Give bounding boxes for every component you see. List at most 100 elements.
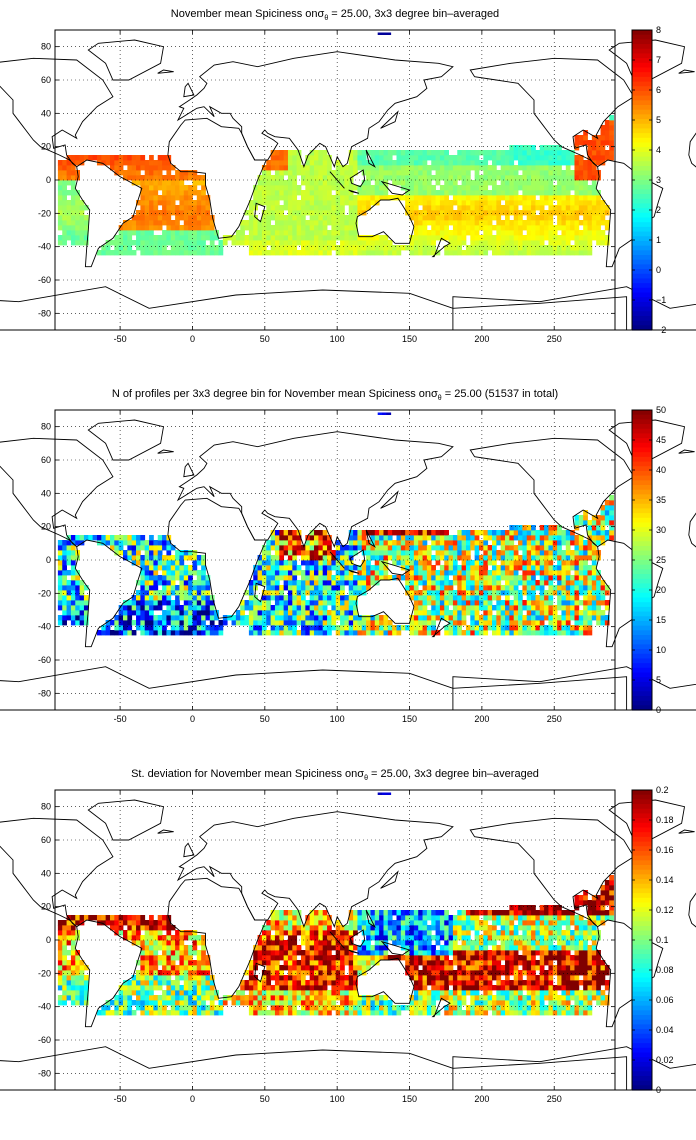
data-cell [344, 240, 350, 246]
data-cell [353, 210, 358, 216]
data-cell [565, 195, 571, 201]
data-cell [478, 540, 484, 546]
data-cell [140, 965, 146, 971]
data-cell [166, 545, 172, 551]
data-cell [153, 925, 159, 931]
data-cell [300, 615, 306, 621]
data-cell [127, 1010, 133, 1016]
data-cell [461, 630, 467, 636]
data-cell [492, 620, 497, 626]
data-cell [274, 180, 280, 186]
data-cell [353, 625, 358, 631]
data-cell [470, 595, 476, 601]
data-cell [500, 625, 506, 631]
data-cell [144, 935, 150, 941]
colorbar-swatch [632, 531, 652, 538]
data-cell [522, 170, 528, 176]
data-cell [57, 545, 63, 551]
data-cell [175, 965, 180, 971]
data-cell [140, 240, 146, 246]
data-cell [461, 605, 467, 611]
data-cell [266, 575, 272, 581]
data-cell [279, 545, 285, 551]
data-cell [383, 190, 389, 196]
data-cell [561, 195, 567, 201]
data-cell [162, 935, 167, 941]
data-cell [318, 150, 324, 156]
data-cell [561, 570, 567, 576]
data-cell [314, 230, 319, 236]
data-cell [574, 580, 580, 586]
data-cell [140, 620, 146, 626]
colorbar-swatch [632, 208, 652, 214]
data-cell [201, 610, 206, 616]
data-cell [287, 175, 293, 181]
data-cell [405, 540, 410, 546]
data-cell [483, 215, 489, 221]
data-cell [366, 235, 371, 241]
data-cell [114, 930, 120, 936]
data-cell [518, 530, 523, 536]
data-cell [587, 250, 593, 256]
data-cell [478, 615, 484, 621]
data-cell [609, 525, 614, 531]
data-cell [452, 190, 458, 196]
data-cell [500, 195, 506, 201]
data-cell [196, 1010, 202, 1016]
data-cell [535, 605, 541, 611]
data-cell [496, 565, 502, 571]
data-cell [196, 935, 202, 941]
data-cell [201, 590, 206, 596]
data-cell [439, 195, 445, 201]
data-cell [518, 165, 523, 171]
data-cell [83, 220, 89, 226]
data-cell [188, 975, 193, 981]
data-cell [509, 180, 515, 186]
colorbar-swatch [632, 466, 652, 472]
data-cell [196, 970, 202, 976]
data-cell [188, 215, 193, 221]
data-cell [461, 160, 467, 166]
data-cell [183, 240, 189, 246]
data-cell [596, 240, 601, 246]
data-cell [483, 225, 489, 231]
colorbar-tick-label: 35 [656, 495, 666, 505]
data-cell [439, 230, 445, 236]
data-cell [431, 165, 436, 171]
data-cell [518, 620, 523, 626]
data-cell [70, 620, 76, 626]
data-cell [439, 200, 445, 206]
data-cell [591, 605, 597, 611]
data-cell [114, 250, 120, 256]
data-cell [552, 230, 558, 236]
data-cell [448, 200, 454, 206]
data-cell [144, 225, 150, 231]
data-cell [539, 165, 545, 171]
data-cell [66, 210, 72, 216]
data-cell [522, 555, 528, 561]
data-cell [287, 155, 293, 161]
data-cell [157, 590, 163, 596]
data-cell [587, 545, 593, 551]
data-cell [261, 595, 267, 601]
data-cell [283, 160, 289, 166]
data-cell [492, 550, 497, 556]
data-cell [331, 200, 337, 206]
data-cell [591, 165, 597, 171]
data-cell [314, 210, 319, 216]
data-cell [596, 525, 601, 531]
data-cell [531, 235, 536, 241]
data-cell [518, 535, 523, 541]
data-cell [600, 155, 606, 161]
data-cell [509, 185, 515, 191]
colorbar-swatch [632, 663, 652, 669]
data-cell [474, 235, 480, 241]
data-cell [123, 1010, 128, 1016]
data-cell [461, 205, 467, 211]
colorbar-swatch [632, 428, 652, 435]
data-cell [392, 555, 397, 561]
data-cell [144, 990, 150, 996]
data-cell [292, 605, 298, 611]
data-cell [518, 235, 523, 241]
data-cell [457, 535, 463, 541]
